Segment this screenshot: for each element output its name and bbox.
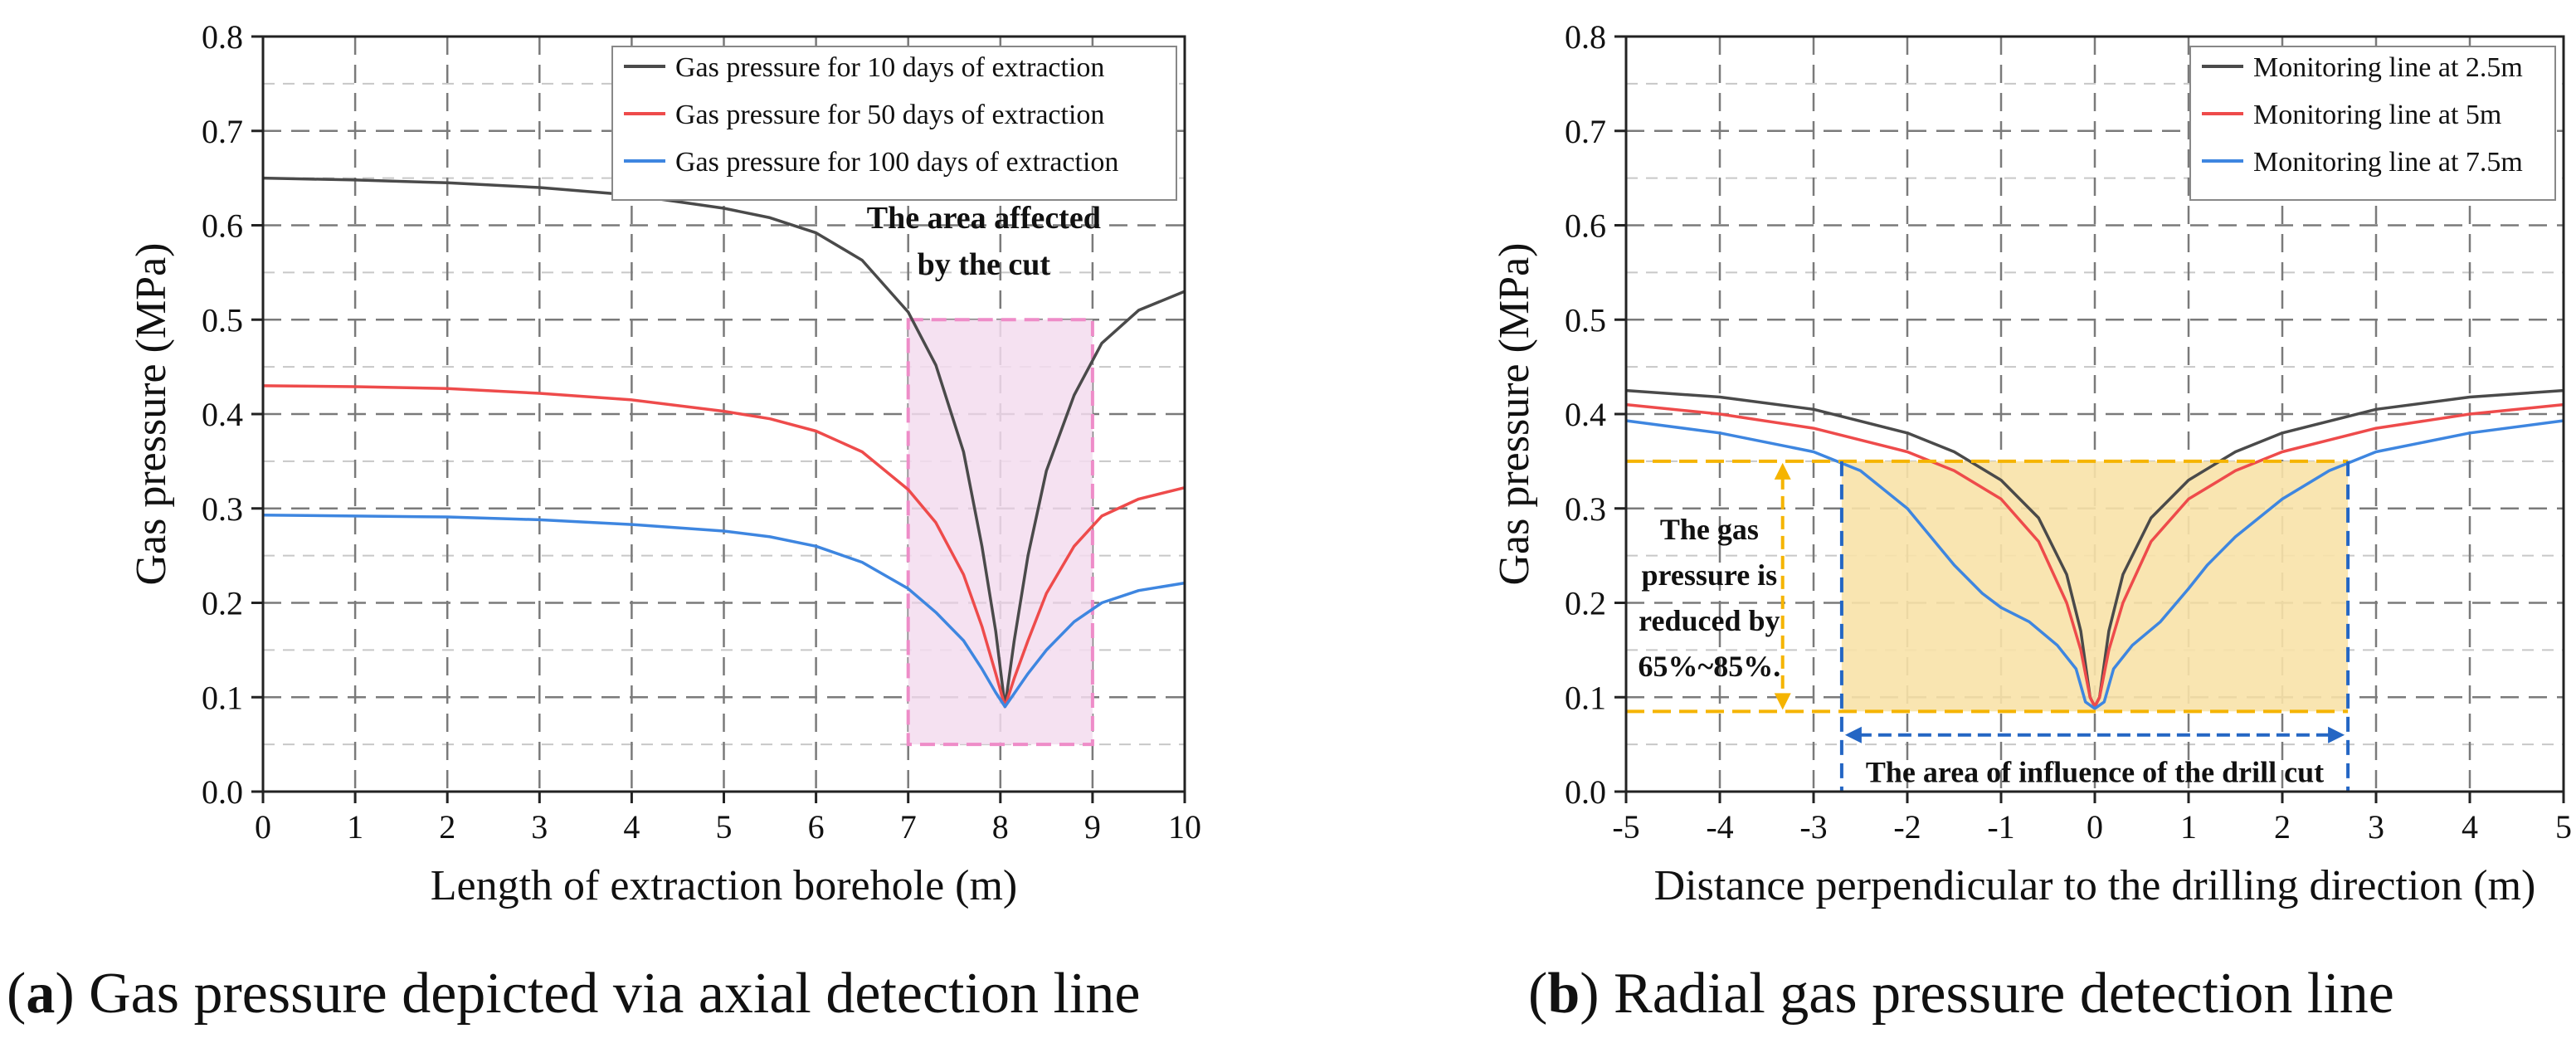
x-tick-label: 4 — [2462, 808, 2478, 846]
legend-box — [611, 46, 1177, 201]
y-axis-title: Gas pressure (MPa) — [1491, 242, 1538, 585]
legend-label: Monitoring line at 5m — [2253, 100, 2501, 130]
series-line-1 — [262, 176, 1186, 709]
x-tick-label: 10 — [1168, 808, 1201, 846]
x-tick-label: -1 — [1987, 808, 2014, 846]
caption-a-open: ( — [7, 962, 27, 1026]
y-tick-label: 0.1 — [1565, 679, 1606, 716]
x-tick-label: 3 — [531, 808, 548, 846]
y-tick-label: 0.3 — [1565, 490, 1606, 528]
y-tick-label: 0.0 — [202, 773, 243, 811]
x-tick-label: 0 — [255, 808, 271, 846]
caption-b-open: ( — [1528, 962, 1548, 1026]
influence-label: The area of influence of the drill cut — [1866, 756, 2324, 789]
reduction-arrow-head-up — [1774, 462, 1791, 480]
x-axis-title: Distance perpendicular to the drilling d… — [1654, 862, 2536, 909]
y-tick-label: 0.7 — [202, 113, 243, 150]
cut-region-label-line: The area affected — [867, 201, 1101, 236]
reduction-label-line: The gas — [1660, 513, 1759, 546]
series-line-2 — [262, 384, 1186, 709]
series-line-3 — [1625, 419, 2564, 710]
y-axis-title: Gas pressure (MPa) — [128, 242, 175, 585]
legend-label: Monitoring line at 7.5m — [2253, 147, 2523, 178]
x-tick-label: 3 — [2368, 808, 2384, 846]
x-tick-label: 7 — [900, 808, 917, 846]
x-tick-label: -2 — [1893, 808, 1921, 846]
caption-a: (a) Gas pressure depicted via axial dete… — [7, 953, 1140, 1036]
legend-label: Monitoring line at 2.5m — [2253, 52, 2523, 83]
x-tick-label: 6 — [808, 808, 825, 846]
reduction-label-line: reduced by — [1639, 604, 1780, 637]
x-tick-label: 2 — [2274, 808, 2291, 846]
y-tick-label: 0.8 — [202, 18, 243, 56]
y-tick-label: 0.2 — [1565, 585, 1606, 622]
x-tick-label: 0 — [2087, 808, 2103, 846]
y-tick-label: 0.2 — [202, 585, 243, 622]
legend-box — [2189, 46, 2556, 201]
y-tick-label: 0.3 — [202, 490, 243, 528]
y-tick-label: 0.7 — [1565, 113, 1606, 150]
reduction-label-line: 65%~85%. — [1638, 650, 1780, 683]
chart-panel-b: -5 -4 -3 -2 -1 0 1 2 3 4 5 0.0 0.1 0.2 0.3 0.4 0.5 0.6 0.7… — [1491, 18, 2572, 909]
y-tick-label: 0.5 — [202, 301, 243, 339]
influence-region — [1841, 461, 2349, 712]
legend-label: Gas pressure for 10 days of extraction — [675, 52, 1104, 83]
caption-b-letter: b — [1547, 962, 1580, 1026]
x-tick-label: 5 — [716, 808, 733, 846]
x-tick-label: 4 — [623, 808, 640, 846]
x-tick-label: 1 — [2180, 808, 2197, 846]
caption-a-letter: a — [26, 962, 56, 1026]
x-axis-title: Length of extraction borehole (m) — [431, 862, 1018, 909]
x-tick-label: 1 — [347, 808, 363, 846]
y-tick-label: 0.8 — [1565, 18, 1606, 56]
influence-arrow-head-right — [2328, 726, 2345, 743]
caption-a-text: ) Gas pressure depicted via axial detect… — [55, 962, 1141, 1026]
x-tick-label: -4 — [1706, 808, 1733, 846]
y-tick-label: 0.4 — [1565, 396, 1606, 433]
y-tick-label: 0.0 — [1565, 773, 1606, 811]
y-tick-label: 0.6 — [1565, 207, 1606, 245]
x-tick-label: 8 — [992, 808, 1009, 846]
series-line-2 — [1625, 402, 2564, 709]
x-tick-label: 9 — [1084, 808, 1101, 846]
y-tick-label: 0.5 — [1565, 301, 1606, 339]
reduction-arrow-head-down — [1774, 693, 1791, 710]
cut-region-label-line: by the cut — [918, 247, 1051, 282]
legend-label: Gas pressure for 100 days of extraction — [675, 147, 1118, 178]
y-tick-label: 0.1 — [202, 679, 243, 716]
y-tick-label: 0.4 — [202, 396, 243, 433]
caption-b: (b) Radial gas pressure detection line — [1528, 953, 2394, 1036]
x-tick-label: 2 — [439, 808, 455, 846]
x-tick-label: -3 — [1799, 808, 1827, 846]
y-tick-label: 0.6 — [202, 207, 243, 245]
legend-label: Gas pressure for 50 days of extraction — [675, 100, 1104, 130]
reduction-label-line: pressure is — [1642, 558, 1778, 592]
x-tick-label: -5 — [1612, 808, 1639, 846]
caption-b-text: ) Radial gas pressure detection line — [1580, 962, 2394, 1026]
influence-arrow-head-left — [1844, 726, 1862, 743]
x-tick-label: 5 — [2555, 808, 2572, 846]
series-line-3 — [262, 513, 1186, 709]
chart-panel-a: 0 1 2 3 4 5 6 7 8 9 10 0.0 0.1 0.2 0.3 0.4 0.5 0.6 0.7 0.8 L… — [128, 18, 1201, 909]
